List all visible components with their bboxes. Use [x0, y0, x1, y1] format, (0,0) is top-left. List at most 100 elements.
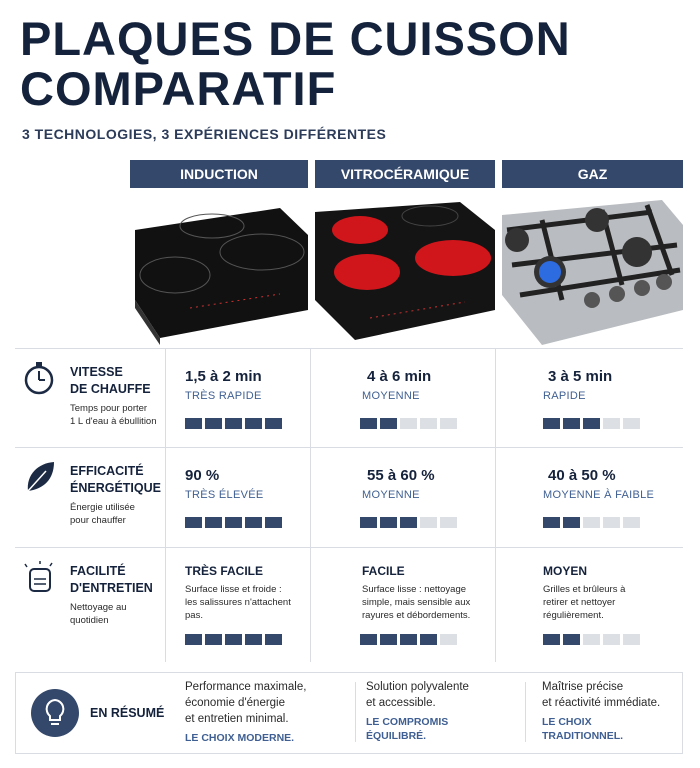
- subtitle: 3 TECHNOLOGIES, 3 EXPÉRIENCES DIFFÉRENTE…: [22, 126, 387, 142]
- rating-segment-filled: [380, 634, 397, 645]
- rating-segment-empty: [583, 517, 600, 528]
- cell-main: FACILE: [362, 564, 405, 578]
- title-line: PLAQUES DE CUISSON: [20, 12, 571, 65]
- rating-segment-empty: [603, 418, 620, 429]
- rating-segment-filled: [245, 418, 262, 429]
- summary-text: Maîtrise précise: [542, 681, 624, 693]
- rating-segment-empty: [400, 418, 417, 429]
- row-label: ÉNERGÉTIQUE: [70, 481, 161, 495]
- rating-segment-filled: [245, 634, 262, 645]
- cell-detail: simple, mais sensible aux: [362, 597, 471, 608]
- rating-segment-filled: [380, 517, 397, 528]
- row-label: DE CHAUFFE: [70, 382, 151, 396]
- summary-label: EN RÉSUMÉ: [90, 706, 165, 720]
- rating-segment-empty: [603, 517, 620, 528]
- induction-image: [130, 190, 308, 345]
- rating-segment-filled: [265, 517, 282, 528]
- column-divider: [165, 348, 166, 447]
- summary-text: et entretien minimal.: [185, 713, 289, 725]
- rating-segment-filled: [543, 418, 560, 429]
- cell-detail: les salissures n'attachent: [185, 597, 291, 608]
- row-description: Énergie utilisée: [70, 502, 135, 513]
- summary-tag: TRADITIONNEL.: [542, 730, 624, 742]
- row-icon: [22, 459, 58, 500]
- summary-text: Solution polyvalente: [366, 681, 469, 693]
- rating-segment-filled: [265, 634, 282, 645]
- rating-segment-filled: [185, 517, 202, 528]
- rating-segment-empty: [623, 517, 640, 528]
- column-header: GAZ: [502, 160, 683, 188]
- rating-segment-filled: [360, 517, 377, 528]
- rating-segment-filled: [563, 517, 580, 528]
- column-divider: [165, 447, 166, 547]
- row-icon-svg: [27, 462, 54, 492]
- rating-segment-filled: [583, 418, 600, 429]
- rating-segment-filled: [225, 418, 242, 429]
- cell-sub: RAPIDE: [543, 390, 586, 402]
- rating-segment-filled: [420, 634, 437, 645]
- column-divider: [495, 547, 496, 662]
- rating-segment-empty: [603, 634, 620, 645]
- summary-text: Performance maximale,: [185, 681, 307, 693]
- rating-segment-filled: [400, 517, 417, 528]
- cell-sub: TRÈS ÉLEVÉE: [185, 489, 264, 501]
- summary-divider: [355, 682, 356, 742]
- summary-tag: LE CHOIX: [542, 716, 592, 728]
- rating-segment-filled: [360, 418, 377, 429]
- title-line: COMPARATIF: [20, 62, 337, 115]
- rating-segment-filled: [205, 418, 222, 429]
- row-description: Temps pour porter: [70, 403, 148, 414]
- rating-segment-filled: [543, 634, 560, 645]
- row-icon-svg: [24, 561, 53, 592]
- cell-sub: MOYENNE: [362, 390, 420, 402]
- rating-segment-filled: [245, 517, 262, 528]
- cell-main: 55 à 60 %: [367, 467, 435, 484]
- rating-segment-empty: [623, 418, 640, 429]
- row-divider: [15, 348, 683, 448]
- row-divider: [15, 547, 683, 663]
- cell-main: 4 à 6 min: [367, 368, 432, 385]
- cell-main: 1,5 à 2 min: [185, 368, 262, 385]
- row-divider: [15, 447, 683, 548]
- column-divider: [495, 447, 496, 547]
- summary-tag: ÉQUILIBRÉ.: [366, 730, 427, 742]
- cell-sub: TRÈS RAPIDE: [185, 390, 262, 402]
- cell-sub: MOYENNE: [362, 489, 420, 501]
- column-divider: [495, 348, 496, 447]
- vitro-image: [315, 190, 495, 345]
- rating-segment-filled: [380, 418, 397, 429]
- gas-image: [502, 190, 683, 345]
- row-label: EFFICACITÉ: [70, 464, 144, 478]
- cell-detail: Surface lisse et froide :: [185, 584, 282, 595]
- rating-segment-filled: [543, 517, 560, 528]
- rating-segment-empty: [420, 517, 437, 528]
- column-divider: [310, 447, 311, 547]
- row-description: pour chauffer: [70, 515, 126, 526]
- row-description: 1 L d'eau à ébullition: [70, 416, 157, 427]
- cell-main: 40 à 50 %: [548, 467, 616, 484]
- rating-segment-filled: [265, 418, 282, 429]
- summary-box: [15, 672, 683, 754]
- cell-main: TRÈS FACILE: [185, 564, 264, 578]
- row-label: FACILITÉ: [70, 564, 126, 578]
- rating-segment-empty: [623, 634, 640, 645]
- rating-segment-empty: [440, 517, 457, 528]
- column-divider: [310, 348, 311, 447]
- row-icon: [22, 559, 58, 600]
- rating-segment-filled: [185, 634, 202, 645]
- column-divider: [165, 547, 166, 662]
- row-description: Nettoyage au: [70, 602, 127, 613]
- cell-detail: rayures et débordements.: [362, 610, 471, 621]
- rating-segment-empty: [440, 634, 457, 645]
- summary-divider: [525, 682, 526, 742]
- rating-segment-empty: [440, 418, 457, 429]
- row-label: D'ENTRETIEN: [70, 581, 153, 595]
- rating-segment-empty: [420, 418, 437, 429]
- cell-detail: Surface lisse : nettoyage: [362, 584, 467, 595]
- cell-main: 3 à 5 min: [548, 368, 613, 385]
- cell-detail: retirer et nettoyer: [543, 597, 616, 608]
- summary-text: économie d'énergie: [185, 697, 286, 709]
- cell-sub: MOYENNE À FAIBLE: [543, 489, 655, 501]
- summary-tag: LE CHOIX MODERNE.: [185, 732, 295, 744]
